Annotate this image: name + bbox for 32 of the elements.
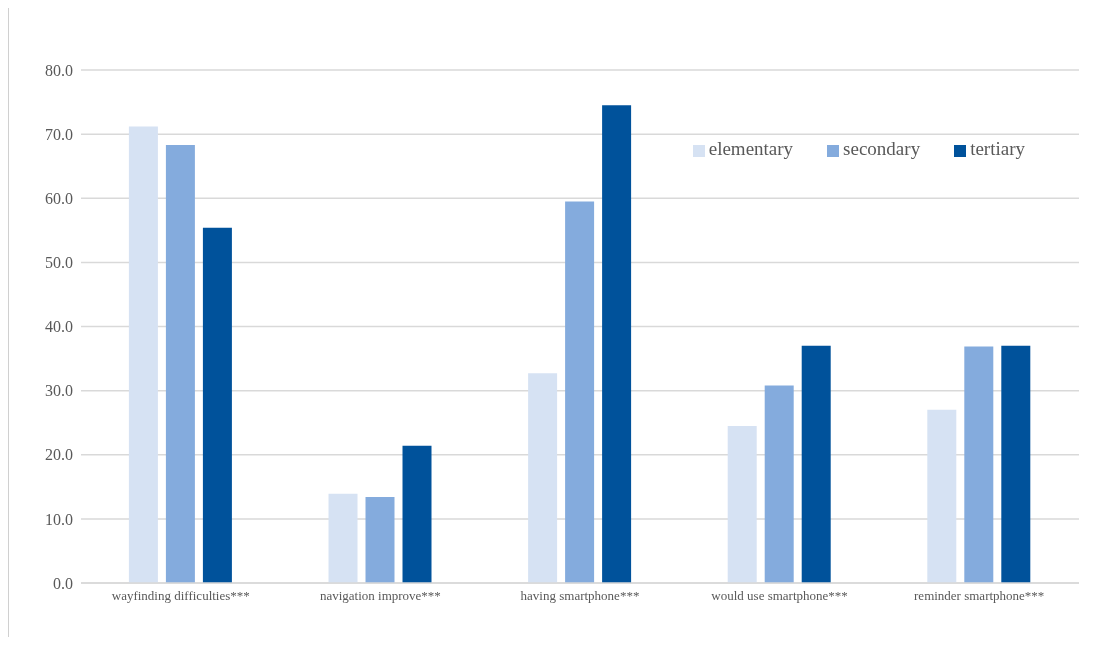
bar [165,145,195,583]
y-tick-label: 60.0 [45,189,73,207]
legend-label: tertiary [970,138,1025,159]
legend-label: secondary [843,138,921,159]
y-tick-label: 40.0 [45,318,73,336]
y-tick-label: 70.0 [45,125,73,143]
bar [328,493,358,583]
bar [128,126,158,583]
bar [402,445,432,583]
y-tick-label: 80.0 [45,61,73,79]
bar [727,425,757,583]
bar [565,201,595,583]
y-tick-label: 30.0 [45,382,73,400]
bar [927,409,957,583]
bar [202,227,232,583]
bar [602,105,632,583]
x-tick-label: navigation improve*** [319,588,441,604]
legend-label: elementary [708,138,794,159]
x-tick-label: having smartphone*** [520,588,640,604]
x-tick-label: reminder smartphone*** [914,588,1045,604]
x-tick-label: would use smartphone*** [711,588,848,604]
bar [764,385,794,583]
y-tick-label: 0.0 [53,574,73,592]
bar [964,346,994,583]
x-tick-label: wayfinding difficulties*** [111,588,250,604]
y-tick-label: 20.0 [45,446,73,464]
y-tick-label: 10.0 [45,510,73,528]
bar [365,497,395,583]
bar [801,345,831,583]
bar [528,373,558,583]
bar [1001,345,1031,583]
y-tick-label: 50.0 [45,254,73,272]
